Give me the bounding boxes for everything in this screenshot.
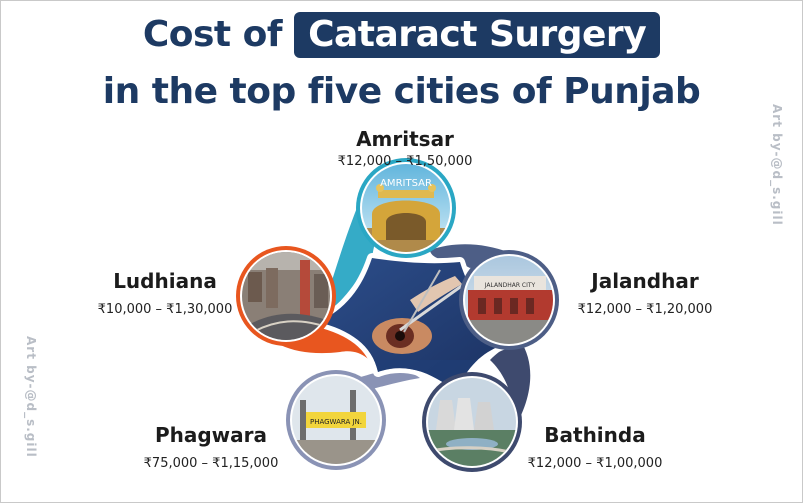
city-ludhiana: Ludhiana ₹10,000 – ₹1,30,000 <box>80 268 250 320</box>
title-highlight: Cataract Surgery <box>294 12 661 58</box>
city-name: Bathinda <box>544 423 646 447</box>
jalandhar-sign-text: JALANDHAR CITY <box>484 282 536 289</box>
amritsar-ribbon <box>318 200 406 322</box>
phagwara-ribbon <box>300 370 420 420</box>
city-amritsar: Amritsar ₹12,000 – ₹1,50,000 <box>320 126 490 172</box>
title-prefix: Cost of <box>142 14 283 55</box>
watermark-left: Art by-@d_s.gill <box>24 336 38 458</box>
city-bathinda: Bathinda ₹12,000 – ₹1,00,000 <box>510 422 680 474</box>
city-cost: ₹12,000 – ₹1,00,000 <box>527 456 663 471</box>
page-title-line-2: in the top five cities of Punjab <box>102 71 701 112</box>
city-cost: ₹10,000 – ₹1,30,000 <box>97 302 233 317</box>
city-jalandhar: Jalandhar ₹12,000 – ₹1,20,000 <box>560 268 730 320</box>
city-cost: ₹75,000 – ₹1,15,000 <box>143 456 279 471</box>
city-cost: ₹12,000 – ₹1,20,000 <box>577 302 713 317</box>
watermark-right: Art by-@d_s.gill <box>770 104 784 226</box>
city-name: Amritsar <box>356 127 454 151</box>
phagwara-sign-text: PHAGWARA JN. <box>310 418 362 426</box>
city-name: Phagwara <box>154 423 268 447</box>
city-name: Jalandhar <box>591 269 699 293</box>
page-title-line-1: Cost of Cataract Surgery <box>0 12 803 58</box>
city-phagwara: Phagwara ₹75,000 – ₹1,15,000 <box>126 422 296 474</box>
amritsar-sign-text: AMRITSAR <box>380 178 432 189</box>
city-name: Ludhiana <box>113 269 217 293</box>
city-cost: ₹12,000 – ₹1,50,000 <box>337 154 473 169</box>
